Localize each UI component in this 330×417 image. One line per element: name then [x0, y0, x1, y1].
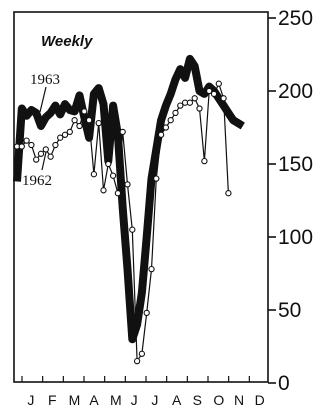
data-point-1962: [215, 80, 222, 87]
x-tick-label: J: [27, 392, 35, 408]
data-point-1962: [57, 134, 64, 141]
data-point-1962: [148, 265, 155, 273]
data-point-1962: [133, 357, 141, 365]
chart-frame: [13, 11, 269, 383]
x-tick-label: A: [172, 392, 182, 408]
series-annotations: 1963 1962: [22, 72, 60, 189]
x-tick-label: S: [193, 392, 203, 408]
series-pointer-1963: [39, 86, 47, 113]
data-point-1962: [153, 175, 160, 182]
data-point-1962: [157, 131, 165, 138]
data-point-1962: [47, 153, 54, 160]
data-point-1962: [37, 150, 45, 157]
data-point-1962: [162, 124, 170, 131]
x-tick-label: O: [213, 392, 225, 408]
data-point-1962: [76, 122, 83, 130]
data-point-1962: [42, 146, 49, 153]
data-point-1962: [100, 187, 107, 194]
data-point-1962: [201, 157, 208, 165]
data-point-1962: [210, 90, 218, 98]
x-tick-label: N: [234, 392, 245, 408]
data-point-1962: [124, 181, 131, 188]
series-pointer-1962: [41, 151, 47, 171]
data-point-1962: [33, 156, 40, 163]
x-tick-label: J: [131, 392, 139, 408]
data-point-1962: [129, 226, 136, 233]
data-point-1962: [114, 190, 122, 197]
y-tick-label: 150: [278, 153, 313, 176]
x-tick-label: M: [69, 392, 82, 408]
data-point-1962: [23, 137, 30, 144]
x-tick-label: J: [151, 392, 159, 408]
data-point-1962: [109, 172, 117, 179]
data-point-1962: [90, 171, 98, 178]
series-label-1963: 1963: [30, 72, 60, 88]
y-tick-label: 50: [278, 299, 301, 322]
y-tick-label: 250: [278, 7, 313, 30]
series-line-1963: [13, 54, 245, 344]
data-point-1962: [225, 190, 232, 197]
data-point-1962: [191, 95, 198, 102]
data-point-1962: [61, 131, 69, 138]
data-point-1962: [138, 350, 146, 357]
series-label-1962: 1962: [22, 173, 52, 189]
x-tick-label: D: [255, 392, 266, 408]
data-point-1962: [206, 87, 213, 95]
x-tick-label: F: [48, 392, 58, 408]
y-tick-label: 100: [278, 226, 313, 249]
y-axis: 0 50 100 150 200 250: [268, 7, 313, 395]
data-point-1962: [28, 141, 35, 149]
data-point-1962: [172, 109, 179, 117]
data-point-1962: [196, 105, 203, 112]
y-tick-label: 200: [278, 80, 313, 103]
data-point-1962: [95, 119, 102, 127]
data-point-1962: [85, 117, 93, 124]
data-point-1962: [52, 141, 59, 149]
data-point-1962: [119, 128, 126, 136]
x-tick-label: M: [110, 392, 123, 408]
chart-title: Weekly: [41, 33, 93, 50]
data-point-1962: [105, 160, 112, 168]
data-point-1962: [167, 117, 174, 124]
x-tick-label: A: [89, 392, 99, 408]
data-point-1962: [71, 117, 78, 124]
data-point-1962: [186, 99, 194, 106]
series-layer: [13, 54, 245, 365]
data-point-1962: [143, 309, 150, 317]
data-point-1962: [18, 143, 25, 150]
data-point-1962: [66, 128, 73, 136]
y-tick-label: 0: [278, 372, 290, 395]
data-point-1962: [220, 95, 227, 102]
data-point-1962: [81, 108, 88, 115]
data-point-1962: [177, 102, 184, 109]
